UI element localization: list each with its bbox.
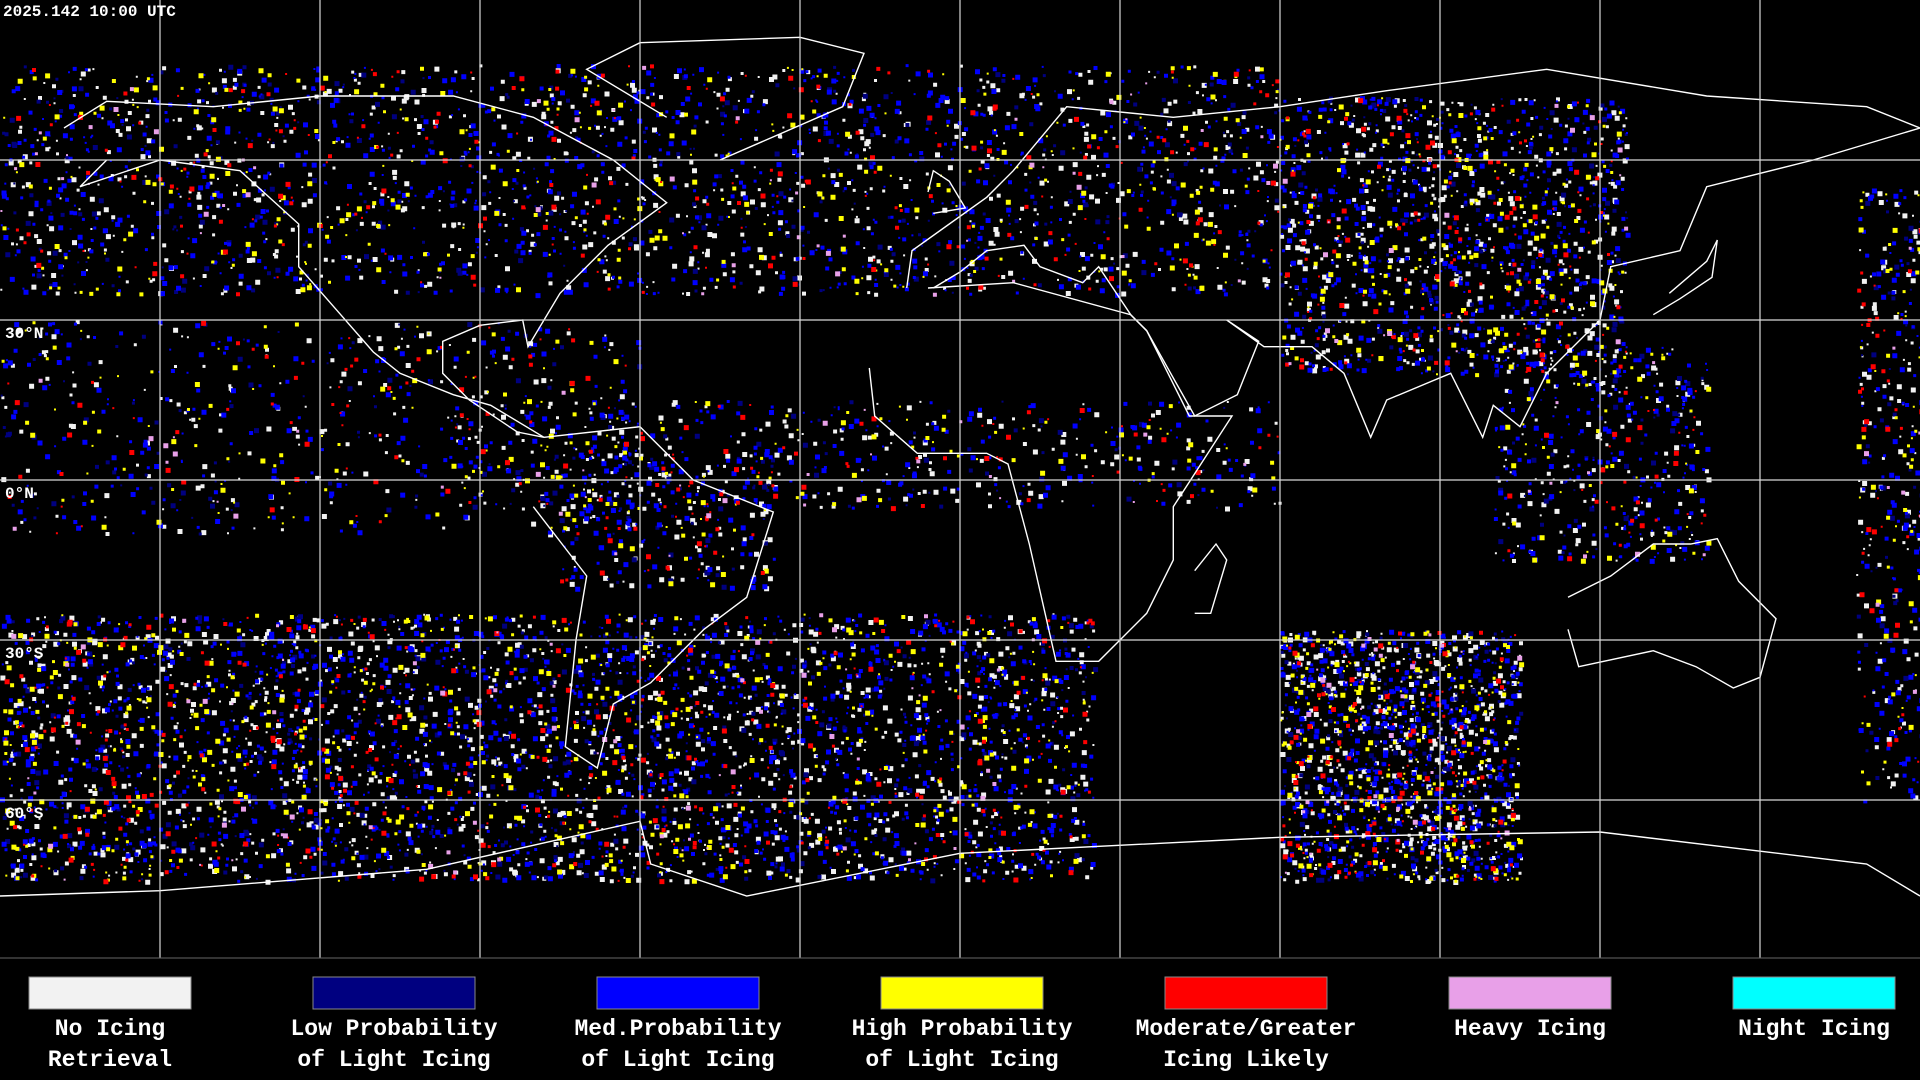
- latitude-label: 60°S: [5, 805, 44, 823]
- latitude-label: 30°N: [5, 325, 43, 343]
- legend-label: Med.Probability: [574, 1016, 781, 1042]
- legend-label: Retrieval: [48, 1047, 172, 1073]
- legend-label: Icing Likely: [1163, 1047, 1329, 1073]
- legend-label: Heavy Icing: [1454, 1016, 1606, 1042]
- legend: No Icing Retrieval Low Probability of Light…: [28, 976, 1896, 1073]
- coastline: [63, 95, 668, 438]
- coastline: [868, 281, 1234, 662]
- legend-label: of Light Icing: [297, 1047, 490, 1073]
- legend-swatch: [880, 976, 1044, 1010]
- legend-label: Night Icing: [1738, 1016, 1890, 1042]
- legend-label: Low Probability: [290, 1016, 497, 1042]
- latitude-label: 0°N: [5, 485, 34, 503]
- timestamp: 2025.142 10:00 UTC: [3, 3, 176, 21]
- latitude-labels: 30°N 0°N 30°S 60°S: [5, 325, 44, 823]
- coastline: [1567, 537, 1777, 689]
- coastline: [1194, 542, 1228, 614]
- legend-label: of Light Icing: [581, 1047, 774, 1073]
- legend-label: Moderate/Greater: [1136, 1016, 1357, 1042]
- legend-label: No Icing: [55, 1016, 165, 1042]
- legend-swatch: [1164, 976, 1328, 1010]
- coastline: [0, 820, 1920, 897]
- latitude-label: 30°S: [5, 645, 44, 663]
- legend-swatch: [1732, 976, 1896, 1010]
- legend-label: High Probability: [852, 1016, 1073, 1042]
- legend-label: of Light Icing: [865, 1047, 1058, 1073]
- legend-swatch: [28, 976, 192, 1010]
- legend-swatch: [312, 976, 476, 1010]
- legend-swatch: [1448, 976, 1612, 1010]
- legend-swatch: [596, 976, 760, 1010]
- graticule: [0, 0, 1920, 958]
- coastline: [927, 169, 967, 214]
- coastline: [1652, 239, 1718, 316]
